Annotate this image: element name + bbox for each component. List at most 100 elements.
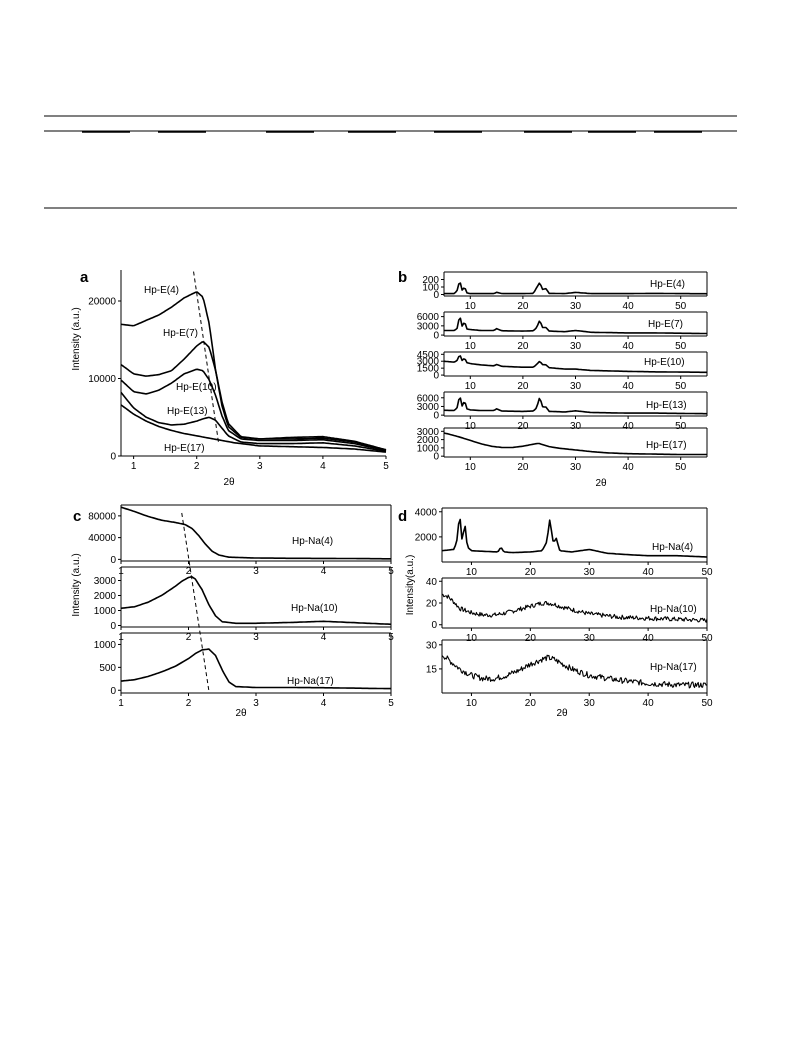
panel-b-strip-x-tick-label: 10 xyxy=(465,462,477,473)
panel-b-strip-x-tick-label: 10 xyxy=(465,381,477,392)
panel-b-strip-x-tick-label: 40 xyxy=(623,301,635,312)
panel-a-y-tick-label: 10000 xyxy=(88,374,116,385)
panel-b-strip-y-tick-label: 0 xyxy=(433,331,439,342)
panel-b-strip-x-tick-label: 10 xyxy=(465,301,477,312)
panel-a-series-line xyxy=(120,291,387,451)
panel-b-strip-y-tick-label: 0 xyxy=(433,452,439,463)
panel-d-strip-x-tick-label: 40 xyxy=(643,698,655,709)
panel-b-series-label: Hp-E(10) xyxy=(644,357,685,368)
panel-b-strip-y-tick-label: 0 xyxy=(433,371,439,382)
panel-b-strip-y-tick-label: 3000 xyxy=(417,427,440,438)
panel-label-b: b xyxy=(398,269,407,286)
panel-c-series-label: Hp-Na(10) xyxy=(291,603,338,614)
panel-a-series-label: Hp-E(4) xyxy=(144,285,179,296)
panel-d-strip-x-tick-label: 10 xyxy=(466,567,478,578)
panel-b-strip-x-tick-label: 20 xyxy=(517,301,529,312)
panel-c-strip-y-tick-label: 1000 xyxy=(94,606,117,617)
panel-d-strip-x-tick-label: 30 xyxy=(584,698,596,709)
panel-d-strip-x-tick-label: 10 xyxy=(466,698,478,709)
panel-a-series-label: Hp-E(7) xyxy=(163,328,198,339)
panel-a-x-tick-label: 2 xyxy=(194,461,200,472)
panel-a-trend-line xyxy=(193,271,220,445)
panel-c-series-label: Hp-Na(4) xyxy=(292,536,333,547)
panel-c-strip-y-tick-label: 40000 xyxy=(88,533,116,544)
panel-d-strip-x-tick-label: 10 xyxy=(466,633,478,644)
panel-c-strip-y-tick-label: 1000 xyxy=(94,640,117,651)
panel-b-strip-x-tick-label: 50 xyxy=(675,341,687,352)
panel-d-strip-x-tick-label: 20 xyxy=(525,633,537,644)
plots: 1 2 3 4 501000020000Hp-E(4)Hp-E(7)Hp-E(10)Hp… xyxy=(88,270,713,709)
panel-c-strip-y-tick-label: 500 xyxy=(99,663,116,674)
panel-b-strip-y-tick-label: 100 xyxy=(422,283,439,294)
panel-c-strip-x-tick-label: 3 xyxy=(253,698,259,709)
panel-c-xlabel: 2θ xyxy=(235,708,247,719)
panel-b-series-label: Hp-E(4) xyxy=(650,279,685,290)
panel-c-strip-y-tick-label: 0 xyxy=(110,621,116,632)
panel-d-series-label: Hp-Na(4) xyxy=(652,542,693,553)
panel-c-strip-x-tick-label: 2 xyxy=(186,632,192,643)
panel-d-strip-y-tick-label: 15 xyxy=(426,664,438,675)
panel-a-series-label: Hp-E(10) xyxy=(176,382,217,393)
panel-d-strip-x-tick-label: 40 xyxy=(643,633,655,644)
panel-a-series-line xyxy=(120,391,387,453)
panel-b-strip-y-tick-label: 0 xyxy=(433,290,439,301)
panel-c-ylabel: Intensity (a.u.) xyxy=(71,553,82,616)
panel-b-strip-y-tick-label: 4500 xyxy=(417,350,440,361)
panel-a-xlabel: 2θ xyxy=(223,477,235,488)
panel-d-strip-y-tick-label: 40 xyxy=(426,577,438,588)
panel-b-strip-x-tick-label: 40 xyxy=(623,462,635,473)
panel-d-strip-plot: 10 20 30 40 50 2000 4000 xyxy=(415,507,713,578)
panel-a-y-tick-label: 0 xyxy=(110,452,116,463)
panel-c-strip-y-tick-label: 80000 xyxy=(88,511,116,522)
panel-b-strip-x-tick-label: 10 xyxy=(465,421,477,432)
panel-b-series-label: Hp-E(7) xyxy=(648,319,683,330)
panel-c-series-label: Hp-Na(17) xyxy=(287,676,334,687)
panel-d-strip-series-line xyxy=(441,593,708,623)
panel-b-strip-x-tick-label: 40 xyxy=(623,341,635,352)
panel-a-series-label: Hp-E(17) xyxy=(164,443,205,454)
panel-c-strip-y-tick-label: 3000 xyxy=(94,576,117,587)
panel-b-strip-x-tick-label: 50 xyxy=(675,301,687,312)
panel-b-strip-x-tick-label: 30 xyxy=(570,301,582,312)
panel-b-strip-x-tick-label: 30 xyxy=(570,421,582,432)
panel-b-strip-x-tick-label: 50 xyxy=(675,381,687,392)
panel-a-ylabel: Intensity (a.u.) xyxy=(71,307,82,370)
panel-a-x-tick-label: 1 xyxy=(131,461,137,472)
panel-a-x-tick-label: 4 xyxy=(320,461,326,472)
panel-c-strip-series-line xyxy=(120,575,392,626)
panel-b-strip-series-line xyxy=(443,397,707,415)
panel-b-strip-series-line xyxy=(443,355,707,374)
panel-d-series-label: Hp-Na(17) xyxy=(650,662,697,673)
panel-c-strip-y-tick-label: 2000 xyxy=(94,591,117,602)
panel-d-strip-x-tick-label: 50 xyxy=(701,698,713,709)
panel-c-strip-series-line xyxy=(120,506,391,560)
panel-c-strip-x-tick-label: 2 xyxy=(186,698,192,709)
panel-b-strip-x-tick-label: 20 xyxy=(517,462,529,473)
panel-c-strip-y-tick-label: 0 xyxy=(110,555,116,566)
panel-b-strip-y-tick-label: 0 xyxy=(433,411,439,422)
panel-d-strip-plot: 10 20 30 40 50 0 20 40 xyxy=(426,577,713,644)
panel-c-strip-x-tick-label: 1 xyxy=(118,698,124,709)
panel-d-strip-series-line xyxy=(441,654,708,689)
panel-c-strip-x-tick-label: 2 xyxy=(186,566,192,577)
panel-b-strip-x-tick-label: 40 xyxy=(623,381,635,392)
panel-b-strip-series-line xyxy=(443,432,707,456)
panel-d-strip-x-tick-label: 30 xyxy=(584,567,596,578)
panel-a-series-line xyxy=(120,368,387,452)
panel-b-strip-series-line xyxy=(444,282,708,295)
panel-b-strip-y-tick-label: 2000 xyxy=(417,435,440,446)
panel-d-xlabel: 2θ xyxy=(556,708,568,719)
panel-b-series-label: Hp-E(17) xyxy=(646,440,687,451)
panel-d-strip-x-tick-label: 50 xyxy=(701,567,713,578)
panel-d-strip-y-tick-label: 30 xyxy=(426,640,438,651)
panel-c-trend-line xyxy=(181,512,210,691)
panel-c-strip-series-line xyxy=(120,648,391,690)
